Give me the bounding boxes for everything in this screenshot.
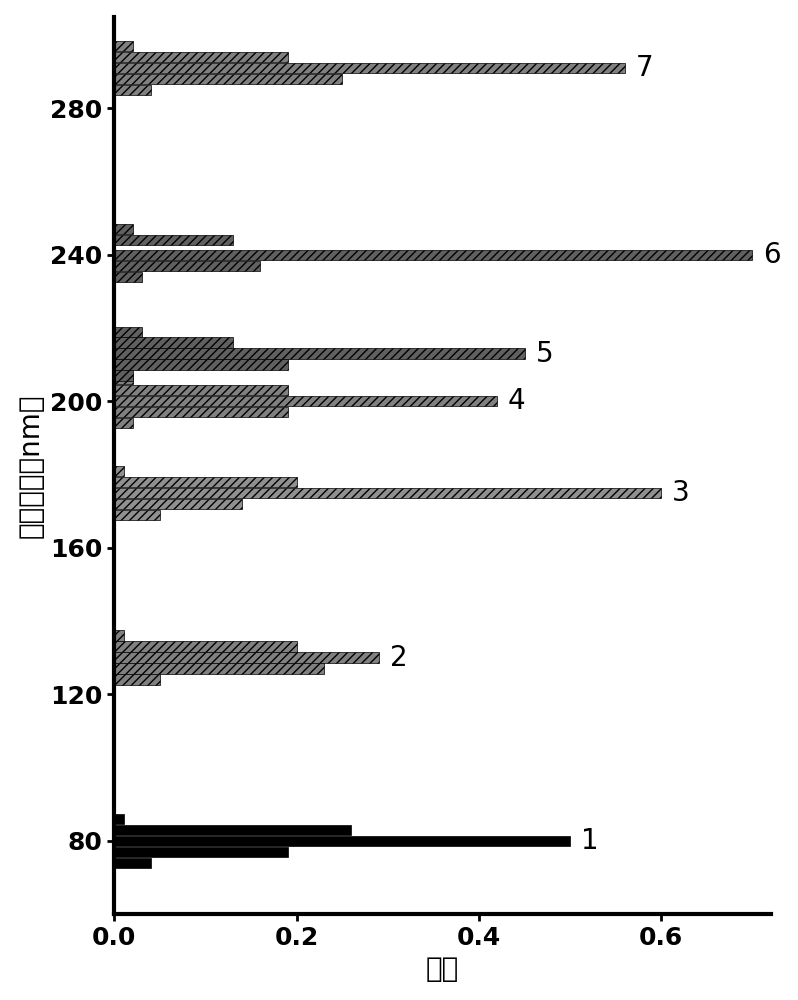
Bar [114, 74, 342, 84]
Bar [114, 674, 160, 685]
Bar [114, 370, 132, 381]
Text: 4: 4 [508, 387, 526, 415]
Bar [114, 385, 287, 395]
Bar [114, 63, 625, 73]
Bar [114, 499, 242, 509]
Bar [114, 663, 324, 674]
Bar [114, 814, 124, 824]
Bar [114, 327, 142, 337]
Bar [114, 847, 287, 857]
Text: 7: 7 [636, 54, 654, 82]
Bar [114, 396, 497, 406]
Bar [114, 510, 160, 520]
Bar [114, 652, 379, 663]
Y-axis label: 粒子尺寸（nm）: 粒子尺寸（nm） [17, 393, 45, 538]
Bar [114, 477, 297, 487]
X-axis label: 比例: 比例 [426, 955, 459, 983]
Bar [114, 41, 132, 51]
Bar [114, 466, 124, 476]
Bar [114, 272, 142, 282]
Bar [114, 407, 287, 417]
Text: 6: 6 [764, 241, 781, 269]
Bar [114, 418, 132, 428]
Text: 3: 3 [672, 479, 690, 507]
Bar [114, 235, 233, 245]
Bar [114, 836, 570, 846]
Bar [114, 85, 151, 95]
Bar [114, 630, 124, 641]
Bar [114, 348, 524, 359]
Bar [114, 261, 260, 271]
Bar [114, 337, 233, 348]
Bar [114, 224, 132, 234]
Bar [114, 359, 287, 370]
Bar [114, 250, 753, 260]
Bar [114, 858, 151, 868]
Bar [114, 825, 351, 835]
Bar [114, 641, 297, 652]
Bar [114, 52, 287, 62]
Text: 2: 2 [389, 644, 407, 672]
Text: 1: 1 [581, 827, 598, 855]
Bar [114, 374, 132, 384]
Text: 5: 5 [535, 340, 553, 368]
Bar [114, 488, 662, 498]
